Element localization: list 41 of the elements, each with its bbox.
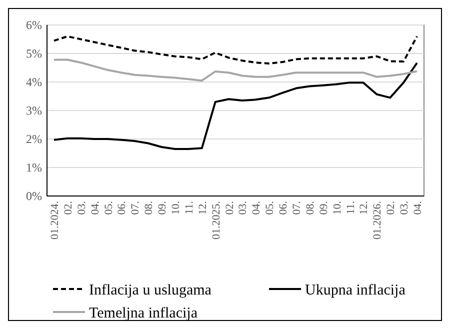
x-tick-label: 09. (318, 200, 330, 215)
y-tick-label: 2% (26, 132, 42, 146)
x-tick-label: 03. (398, 200, 411, 215)
legend-label: Ukupna inflacija (305, 282, 406, 298)
y-tick-label: 1% (26, 160, 42, 175)
line-series (53, 58, 418, 82)
x-tick-label: 07. (291, 200, 303, 215)
x-tick-label: 06. (116, 200, 128, 215)
line-series (53, 35, 418, 64)
x-tick-label: 10. (331, 200, 344, 215)
x-tick-label: 01.2025. (210, 200, 222, 240)
y-tick-label: 6% (26, 18, 42, 32)
x-tick-label: 08. (304, 200, 316, 215)
x-tick-label: 04. (250, 200, 263, 215)
x-tick-label: 08. (143, 200, 156, 215)
x-tick-label: 01.2026. (372, 200, 384, 240)
x-tick-label: 10. (170, 200, 182, 215)
x-tick-label: 02. (62, 200, 74, 215)
y-tick-label: 3% (26, 104, 42, 118)
x-tick-label: 05. (102, 200, 115, 215)
x-tick-label: 04. (412, 200, 424, 215)
x-tick-label: 05. (264, 200, 276, 215)
x-tick-label: 09. (156, 200, 169, 215)
x-tick-label: 11. (183, 200, 196, 214)
legend-label: Inflacija u uslugama (89, 282, 212, 298)
x-tick-label: 01.2024. (49, 200, 61, 240)
y-tick-label: 4% (26, 75, 42, 90)
x-tick-label: 06. (278, 200, 290, 215)
x-tick-label: 02. (224, 200, 236, 215)
x-tick-label: 12. (358, 200, 370, 215)
y-tick-label: 5% (26, 46, 42, 61)
line-series (53, 62, 418, 150)
y-tick-label: 0% (26, 189, 42, 204)
x-tick-label: 11. (344, 200, 357, 214)
x-tick-label: 04. (89, 200, 102, 215)
legend-label: Temeljna inflacija (89, 305, 198, 322)
x-tick-label: 02. (385, 200, 398, 215)
x-tick-label: 12. (196, 200, 209, 215)
x-tick-label: 03. (237, 200, 250, 215)
x-tick-label: 07. (130, 200, 142, 215)
x-tick-label: 03. (76, 200, 88, 215)
